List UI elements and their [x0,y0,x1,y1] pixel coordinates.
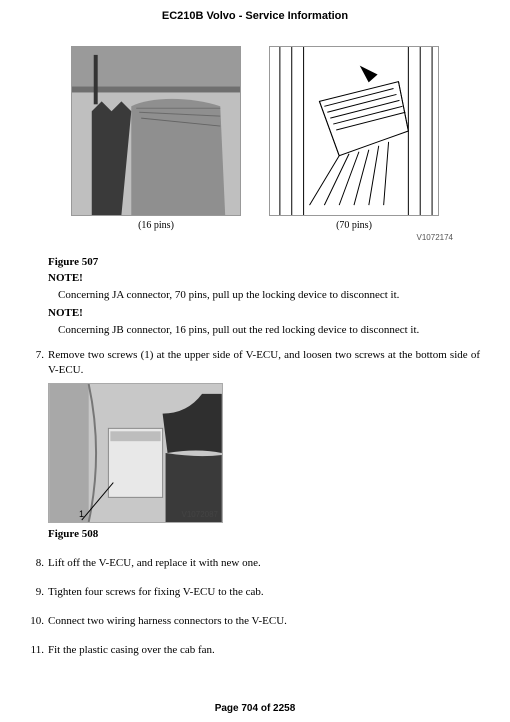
page-header: EC210B Volvo - Service Information [0,0,510,28]
step-9: 9. Tighten four screws for fixing V-ECU t… [26,585,480,600]
step-9-num: 9. [26,585,44,600]
step-8: 8. Lift off the V-ECU, and replace it wit… [26,556,480,571]
figure-507-right: (70 pins) [269,46,439,231]
page-footer: Page 704 of 2258 [0,703,510,714]
step-7: 7. Remove two screws (1) at the upper sid… [26,348,480,543]
step-10-num: 10. [26,614,44,629]
steps-list: 7.Remove two screws (1) at the upper sid… [48,348,480,658]
note-1-heading: NOTE! [48,272,480,284]
figure-507-row: (16 pins) [55,46,455,231]
photo-placeholder-icon [72,47,240,215]
note-2-heading: NOTE! [48,307,480,319]
step-11: 11. Fit the plastic casing over the cab f… [26,643,480,658]
step-8-num: 8. [26,556,44,571]
step-9-text: Tighten four screws for fixing V-ECU to … [48,586,264,598]
figure-507-left: (16 pins) [71,46,241,231]
step-7-num: 7. [26,348,44,363]
figure-507-right-caption: (70 pins) [336,220,372,231]
photo-16-pins [71,46,241,216]
figure-508-image-id: V1072087 [182,510,218,521]
note-2-body: Concerning JB connector, 16 pins, pull o… [58,323,480,338]
figure-507-image-id: V1072174 [55,233,455,242]
figure-507-label: Figure 507 [48,256,480,268]
photo-v-ecu: 1 V1072087 [48,383,223,523]
note-1-body: Concerning JA connector, 70 pins, pull u… [58,288,480,303]
step-11-num: 11. [26,643,44,658]
step-7-text: Remove two screws (1) at the upper side … [48,349,480,376]
step-11-text: Fit the plastic casing over the cab fan. [48,644,215,656]
photo-placeholder-icon [49,384,222,522]
figure-508-pointer: 1 [79,508,84,520]
figure-507-left-caption: (16 pins) [138,220,174,231]
figure-508-label: Figure 508 [48,527,238,542]
lineart-placeholder-icon [270,47,438,215]
step-10: 10. Connect two wiring harness connectors… [26,614,480,629]
step-10-text: Connect two wiring harness connectors to… [48,615,287,627]
step-8-text: Lift off the V-ECU, and replace it with … [48,557,261,569]
figure-508: 1 V1072087 Figure 508 [48,383,238,542]
lineart-70-pins [269,46,439,216]
content-block: Figure 507 NOTE! Concerning JA connector… [0,242,510,658]
